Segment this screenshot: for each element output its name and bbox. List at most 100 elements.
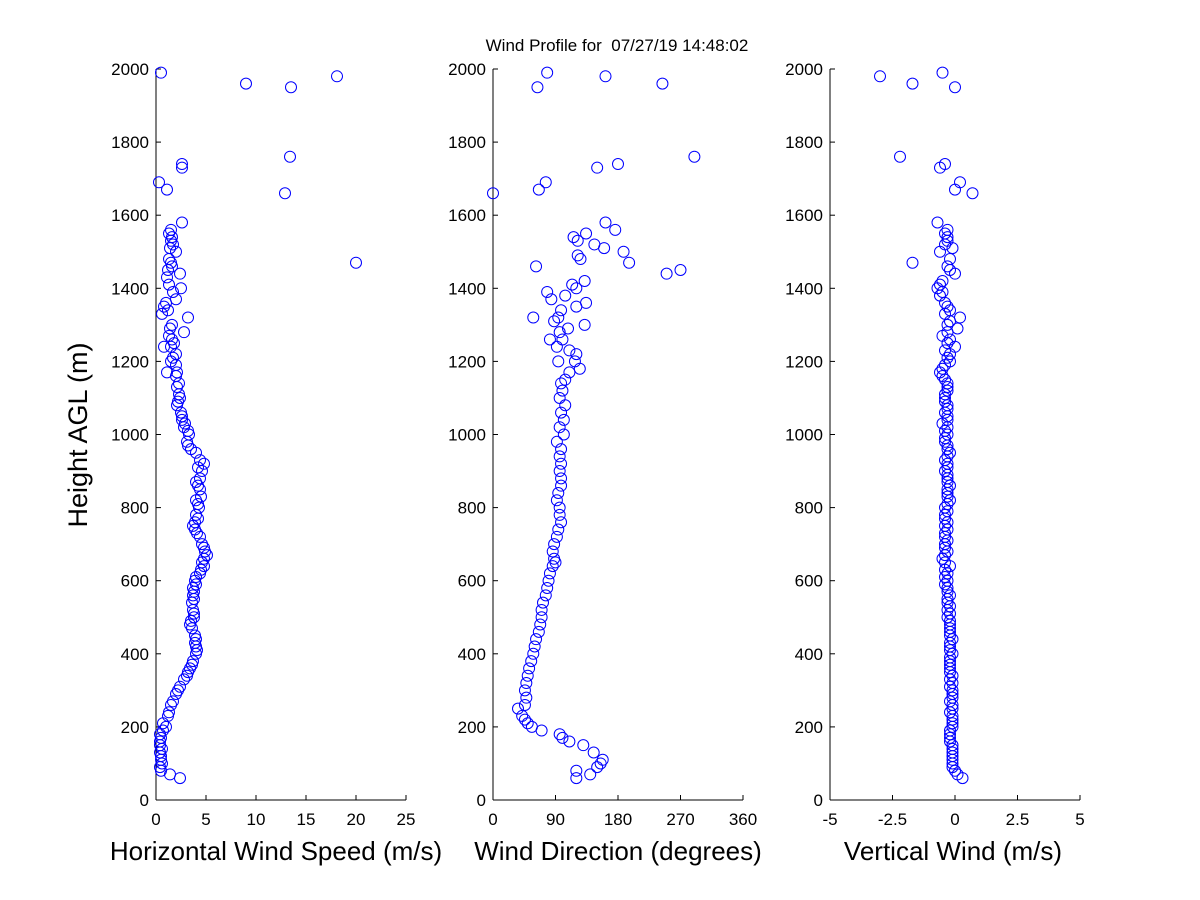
y-tick-label: 2000 bbox=[785, 60, 823, 79]
y-tick-label: 1200 bbox=[111, 352, 149, 371]
data-point bbox=[521, 669, 534, 682]
data-point bbox=[179, 417, 191, 430]
data-point bbox=[941, 384, 954, 397]
data-point bbox=[577, 739, 590, 752]
data-point bbox=[196, 538, 208, 551]
data-point bbox=[584, 768, 597, 781]
y-tick-label: 200 bbox=[795, 718, 823, 737]
data-point bbox=[946, 742, 959, 755]
data-point bbox=[894, 150, 906, 163]
data-point bbox=[553, 326, 566, 339]
data-point bbox=[939, 527, 951, 540]
data-point bbox=[944, 658, 956, 671]
data-point bbox=[563, 344, 576, 357]
data-point bbox=[555, 406, 568, 419]
data-point bbox=[541, 582, 554, 595]
data-point bbox=[555, 304, 568, 317]
data-point bbox=[240, 77, 252, 90]
data-point bbox=[553, 465, 566, 478]
data-point bbox=[939, 391, 951, 404]
data-point bbox=[931, 216, 944, 229]
y-tick-label: 800 bbox=[121, 499, 149, 518]
y-tick-label: 600 bbox=[458, 572, 486, 591]
data-point bbox=[587, 746, 600, 759]
data-point bbox=[163, 278, 175, 291]
y-tick-label: 2000 bbox=[448, 60, 486, 79]
data-point bbox=[939, 158, 951, 171]
figure-title: Wind Profile for 07/27/19 14:48:02 bbox=[486, 36, 749, 55]
data-point bbox=[175, 282, 187, 295]
data-point bbox=[946, 677, 959, 690]
data-point bbox=[936, 362, 949, 375]
data-point bbox=[556, 333, 569, 346]
data-point bbox=[284, 150, 296, 163]
data-point bbox=[555, 443, 568, 456]
data-point bbox=[185, 443, 197, 456]
data-point bbox=[553, 508, 566, 521]
data-point bbox=[552, 355, 565, 368]
data-point bbox=[580, 296, 593, 309]
data-point bbox=[946, 669, 959, 682]
data-point bbox=[656, 77, 669, 90]
y-tick-label: 1600 bbox=[448, 206, 486, 225]
data-point bbox=[182, 424, 194, 437]
data-point bbox=[941, 490, 954, 503]
data-point bbox=[166, 231, 178, 244]
data-point bbox=[279, 187, 291, 200]
data-point bbox=[941, 582, 954, 595]
data-point bbox=[552, 523, 565, 536]
data-point bbox=[941, 300, 954, 313]
data-point bbox=[527, 647, 540, 660]
data-point bbox=[944, 589, 956, 602]
data-point bbox=[596, 753, 609, 766]
data-point bbox=[660, 267, 673, 280]
data-point bbox=[171, 366, 183, 379]
data-point bbox=[941, 505, 954, 518]
x-tick-label: 180 bbox=[604, 810, 632, 829]
data-point bbox=[906, 256, 919, 269]
data-point bbox=[187, 655, 199, 668]
data-point bbox=[195, 490, 207, 503]
x-tick-label: 25 bbox=[397, 810, 416, 829]
data-point bbox=[555, 479, 568, 492]
data-point bbox=[553, 501, 566, 514]
x-tick-label: 360 bbox=[729, 810, 757, 829]
data-point bbox=[936, 274, 949, 287]
data-point bbox=[557, 413, 570, 426]
data-point bbox=[530, 633, 543, 646]
data-point bbox=[623, 256, 636, 269]
data-point bbox=[939, 578, 951, 591]
data-point bbox=[936, 66, 949, 79]
x-tick-label: 0 bbox=[151, 810, 160, 829]
data-point bbox=[178, 673, 190, 686]
y-tick-label: 1200 bbox=[448, 352, 486, 371]
data-point bbox=[541, 285, 554, 298]
data-point bbox=[548, 315, 561, 328]
data-point bbox=[530, 260, 543, 273]
data-point bbox=[563, 735, 576, 748]
y-tick-label: 1200 bbox=[785, 352, 823, 371]
data-point bbox=[537, 596, 549, 609]
data-point bbox=[966, 187, 979, 200]
y-tick-label: 800 bbox=[795, 499, 823, 518]
data-point bbox=[941, 260, 954, 273]
data-point bbox=[944, 446, 956, 459]
data-point bbox=[192, 461, 204, 474]
data-point bbox=[944, 253, 956, 266]
data-point bbox=[617, 245, 630, 258]
panel-wind-direction: 0 200 400 600 800 1000 1200 1400 1600 1800 2000 0 90… bbox=[448, 60, 762, 866]
data-point bbox=[167, 285, 179, 298]
data-point bbox=[954, 176, 966, 189]
data-point bbox=[944, 695, 956, 708]
y-tick-label: 200 bbox=[458, 718, 486, 737]
data-point bbox=[939, 424, 951, 437]
data-point bbox=[532, 625, 545, 638]
data-point bbox=[568, 355, 581, 368]
data-point bbox=[570, 772, 583, 785]
data-point bbox=[954, 311, 966, 324]
data-point bbox=[944, 479, 956, 492]
data-point bbox=[170, 245, 182, 258]
data-point bbox=[553, 421, 566, 434]
data-point bbox=[941, 428, 954, 441]
